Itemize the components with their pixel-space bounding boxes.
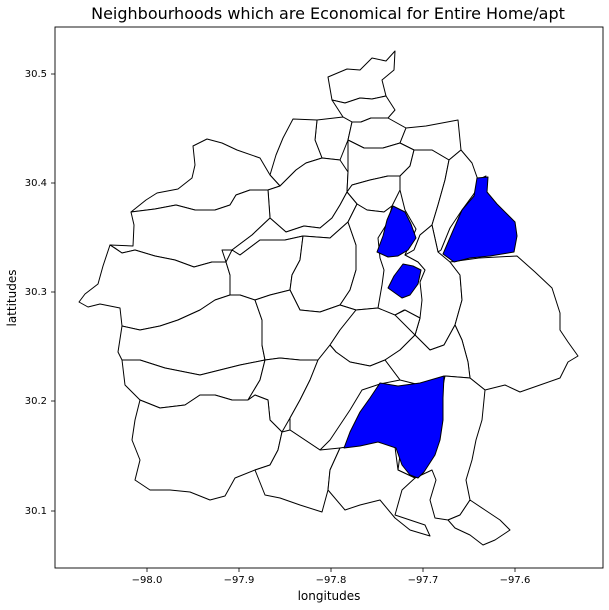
x-tick-label: −97.6	[500, 575, 531, 586]
y-tick-label: 30.1	[25, 506, 47, 517]
x-tick-label: −98.0	[132, 575, 163, 586]
y-axis: 30.1 30.2 30.3 30.4 30.5	[25, 69, 55, 517]
neighbourhood-north-1	[327, 50, 396, 104]
y-tick-label: 30.4	[25, 178, 47, 189]
neighbourhood-southwest-4	[131, 394, 283, 501]
y-tick-label: 30.3	[25, 287, 47, 298]
y-tick-label: 30.2	[25, 396, 47, 407]
neighbourhood-highlight-1	[376, 205, 417, 258]
neighbourhood-highlight-3	[387, 263, 422, 299]
x-axis-label: longitudes	[298, 589, 361, 603]
x-tick-label: −97.9	[224, 575, 255, 586]
neighbourhood-north-8	[431, 149, 487, 253]
chart-title: Neighbourhoods which are Economical for …	[91, 4, 565, 23]
neighbourhood-southeast-1	[447, 499, 511, 546]
x-axis: −98.0 −97.9 −97.8 −97.7 −97.6	[132, 568, 531, 586]
y-tick-label: 30.5	[25, 69, 47, 80]
neighbourhood-central-4	[384, 309, 471, 386]
neighbourhood-central-1	[339, 203, 393, 311]
neighbourhood-highlight-4	[343, 375, 445, 479]
neighbourhood-south-2	[289, 344, 401, 451]
neighbourhood-highlight-2	[442, 176, 518, 263]
x-tick-label: −97.8	[316, 575, 347, 586]
x-tick-label: −97.7	[408, 575, 439, 586]
neighbourhood-south-3	[254, 429, 341, 513]
neighbourhood-map	[78, 50, 579, 546]
y-axis-label: lattitudes	[5, 270, 19, 327]
plot-frame	[54, 26, 604, 569]
